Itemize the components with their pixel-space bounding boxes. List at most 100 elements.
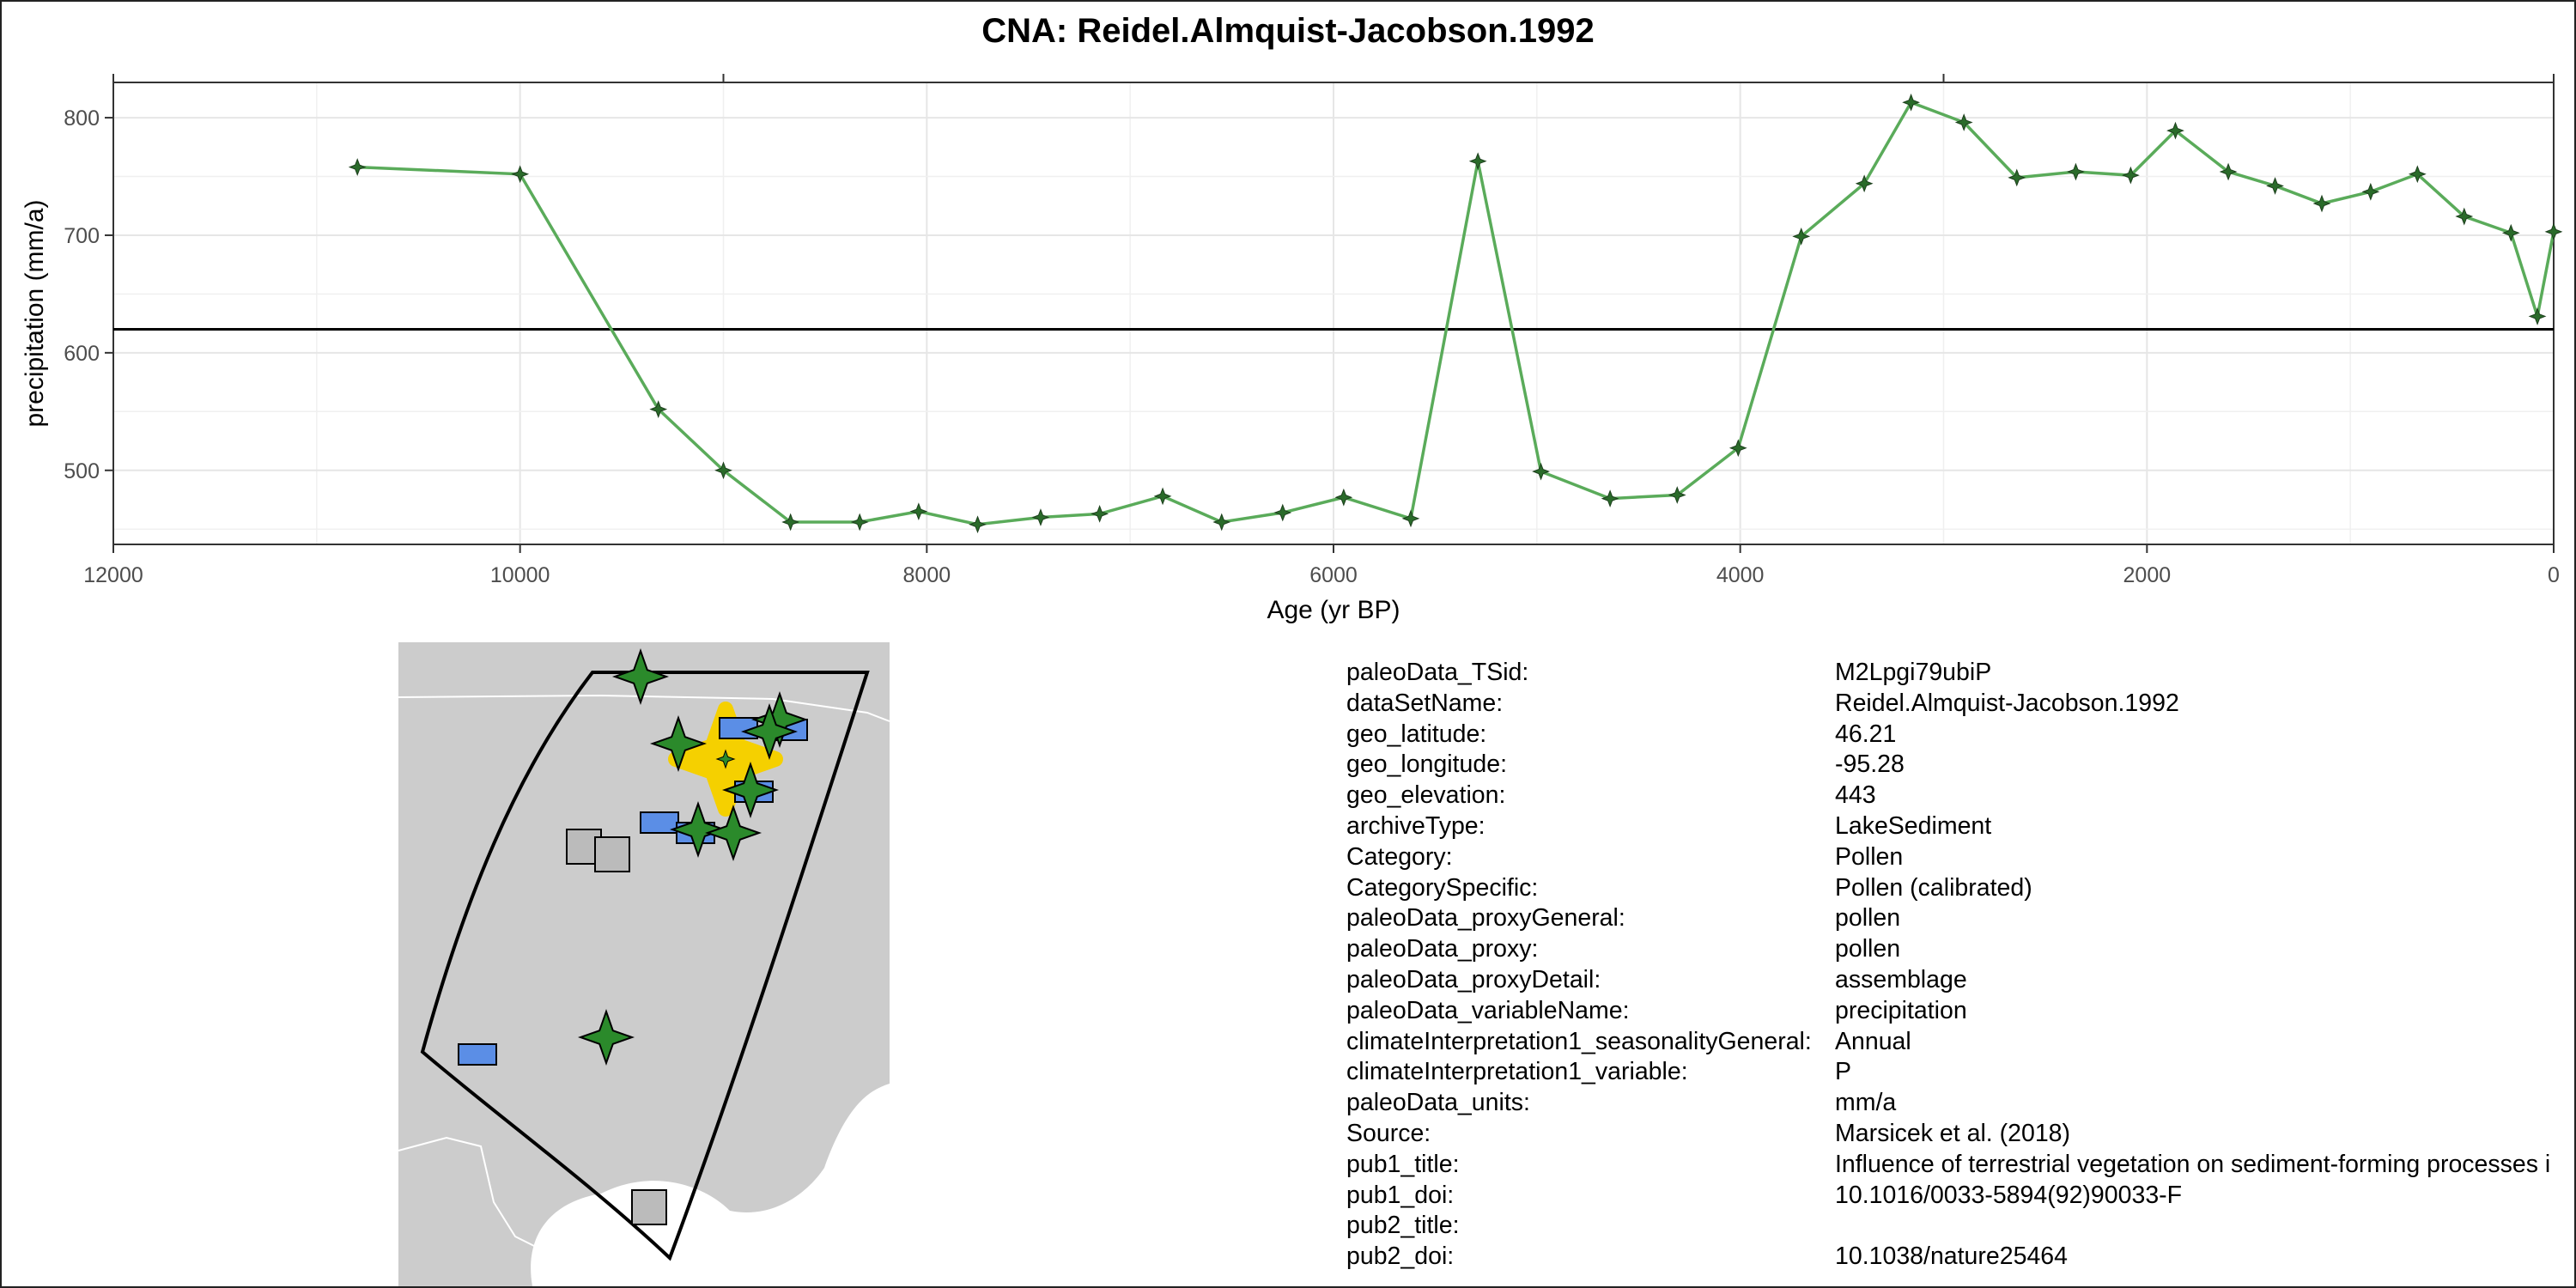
data-point	[348, 158, 367, 176]
metadata-value: 46.21	[1835, 720, 1897, 748]
data-point	[2455, 207, 2474, 226]
x-tick-label: 12000	[83, 563, 143, 587]
metadata-value: Pollen (calibrated)	[1835, 873, 2032, 902]
site-markers	[458, 647, 809, 1225]
map-border-line	[398, 694, 890, 722]
x-tick-label: 6000	[1309, 563, 1358, 587]
star-site-icon	[721, 761, 780, 819]
series-layer	[348, 93, 2563, 534]
star-site-icon	[577, 1008, 635, 1066]
data-point	[1401, 509, 1420, 528]
data-point	[1601, 489, 1619, 508]
metadata-keys: paleoData_TSid: dataSetName: geo_latitude:…	[1346, 658, 1827, 1273]
data-point	[850, 513, 869, 532]
metadata-values: M2Lpgi79ubiP Reidel.Almquist-Jacobson.199…	[1835, 658, 2573, 1273]
data-point	[1902, 93, 1921, 112]
metadata-key: paleoData_variableName:	[1346, 996, 1630, 1024]
metadata-key: pub2_doi:	[1346, 1242, 1455, 1271]
y-tick-label: 700	[64, 224, 100, 248]
star-site-icon	[704, 804, 762, 862]
metadata-value: Pollen	[1835, 842, 1904, 871]
data-point	[714, 461, 732, 480]
metadata-value: LakeSediment	[1835, 811, 1992, 840]
data-point	[2312, 194, 2331, 213]
star-site-icon	[611, 647, 670, 706]
metadata-key: Source:	[1346, 1119, 1431, 1147]
data-point	[2219, 162, 2238, 181]
metadata-value	[1835, 1211, 2573, 1242]
data-point	[1532, 462, 1550, 481]
y-axis-label: precipitation (mm/a)	[21, 199, 49, 427]
metadata-key: paleoData_proxy:	[1346, 935, 1539, 963]
data-point	[909, 502, 928, 521]
metadata-value: Annual	[1835, 1027, 1911, 1055]
metadata-value: mm/a	[1835, 1089, 1897, 1117]
x-axis-label: Age (yr BP)	[1267, 596, 1400, 624]
map-coast-line	[398, 1136, 550, 1255]
metadata-value: Marsicek et al. (2018)	[1835, 1119, 2071, 1147]
metadata-key: paleoData_proxyGeneral:	[1346, 904, 1625, 933]
metadata-key: dataSetName:	[1346, 689, 1504, 717]
x-tick-label: 2000	[2123, 563, 2172, 587]
map-water-bottom	[531, 1084, 890, 1286]
data-point	[1153, 487, 1172, 506]
x-tick-label: 4000	[1716, 563, 1765, 587]
data-point	[2266, 177, 2284, 195]
data-point	[2528, 307, 2547, 325]
data-point	[781, 513, 800, 532]
metadata-value: pollen	[1835, 904, 1901, 933]
metadata-value: Reidel.Almquist-Jacobson.1992	[1835, 689, 2179, 717]
data-point	[1091, 505, 1109, 523]
data-point	[1212, 513, 1231, 532]
time-series-chart: 12000 10000 8000 6000 4000 2000 0500600700800 …	[21, 74, 2563, 624]
x-tick-label: 8000	[903, 563, 951, 587]
star-site-icon	[649, 714, 708, 773]
y-tick-label: 500	[64, 459, 100, 483]
data-point	[511, 165, 530, 184]
data-point	[2361, 182, 2380, 201]
data-point	[1792, 227, 1811, 246]
metadata-value: assemblage	[1835, 965, 1967, 993]
y-tick-label: 800	[64, 106, 100, 131]
metadata-key: paleoData_proxyDetail:	[1346, 965, 1601, 993]
metadata-value: -95.28	[1835, 750, 1905, 779]
data-point	[2008, 168, 2026, 187]
metadata-key: geo_latitude:	[1346, 720, 1487, 748]
data-point	[2067, 162, 2085, 181]
metadata-key: climateInterpretation1_seasonalityGenera…	[1346, 1027, 1812, 1055]
metadata-value: 443	[1835, 781, 1876, 810]
data-point	[2166, 121, 2184, 140]
metadata-key: Category:	[1346, 842, 1453, 871]
metadata-key: paleoData_units:	[1346, 1089, 1530, 1117]
metadata-key: paleoData_TSid:	[1346, 659, 1529, 686]
chart-title: CNA: Reidel.Almquist-Jacobson.1992	[981, 12, 1595, 50]
target-site-icon	[715, 749, 736, 769]
data-point	[1334, 488, 1353, 507]
metadata-value: 10.1038/nature25464	[1835, 1242, 2069, 1271]
x-tick-label: 0	[2548, 563, 2560, 587]
square-site-icon	[594, 836, 630, 872]
metadata-value: P	[1835, 1058, 1852, 1086]
map-land	[398, 642, 890, 1286]
star-site-icon	[740, 702, 799, 761]
data-point	[649, 400, 668, 418]
metadata-value: M2Lpgi79ubiP	[1835, 659, 1992, 686]
data-point	[2544, 222, 2563, 241]
metadata-key: geo_elevation:	[1346, 781, 1506, 810]
data-point	[1273, 503, 1292, 522]
metadata-value: 10.1016/0033-5894(92)90033-F	[1835, 1181, 2183, 1209]
data-point	[1728, 439, 1747, 458]
metadata-key: archiveType:	[1346, 811, 1485, 840]
metadata-key: pub2_title:	[1346, 1212, 1460, 1240]
metadata-key: pub1_doi:	[1346, 1181, 1455, 1209]
axes: 12000 10000 8000 6000 4000 2000 0 500 600 700 800	[64, 74, 2560, 587]
data-point	[1668, 486, 1686, 504]
data-point	[1468, 152, 1487, 171]
metadata-key: geo_longitude:	[1346, 750, 1508, 779]
data-point	[1954, 113, 1973, 131]
data-point	[2501, 223, 2520, 242]
map-region-outline	[420, 671, 870, 1261]
square-site-icon	[631, 1189, 667, 1225]
metadata-value: precipitation	[1835, 996, 1967, 1024]
